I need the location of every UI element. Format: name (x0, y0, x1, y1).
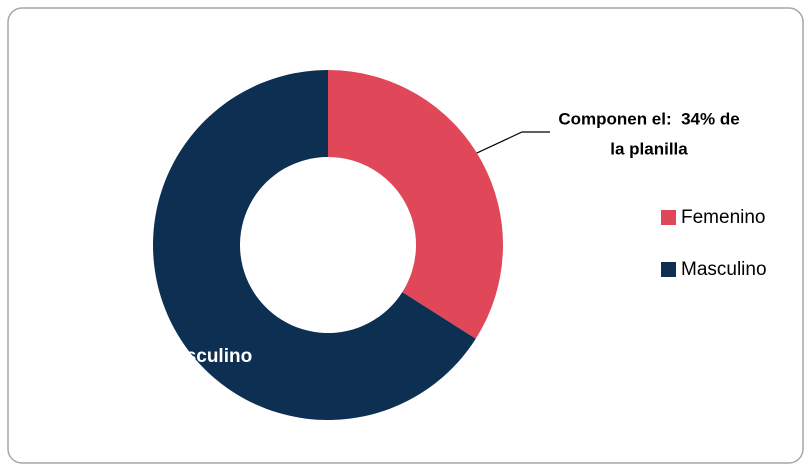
donut-segment (328, 70, 503, 339)
legend-swatch (661, 210, 676, 225)
annotation: Componen el: 34% de (558, 109, 739, 128)
donut-segment (152, 70, 476, 421)
data-label: Masculino (159, 346, 252, 367)
legend-label: Masculino (681, 259, 767, 280)
annotation: la planilla (610, 139, 688, 158)
legend-label: Femenino (681, 207, 766, 228)
legend-swatch (661, 262, 676, 277)
